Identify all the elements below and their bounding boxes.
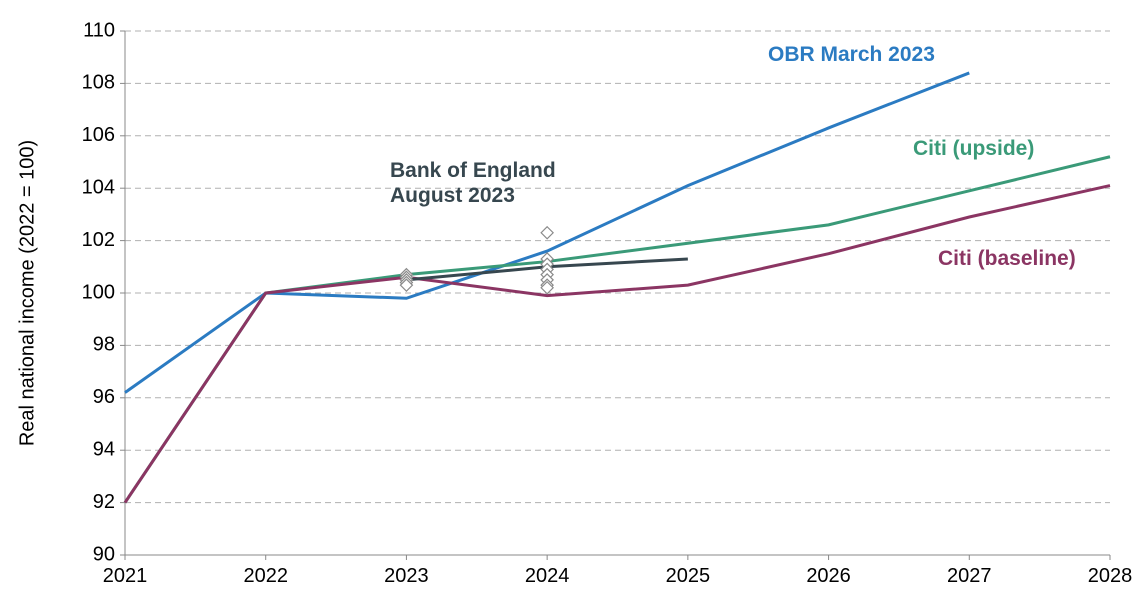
y-tick-label: 110 [83,19,115,41]
series-line [123,155,1111,504]
x-tick-label: 2026 [806,565,851,587]
y-axis-label: Real national income (2022 = 100) [16,140,38,446]
series-label: Bank of England August 2023 [390,159,556,207]
y-tick-label: 90 [93,543,115,565]
scatter-point [540,280,554,295]
scatter-point [399,278,414,292]
x-tick-label: 2021 [103,565,148,587]
x-tick-label: 2024 [525,565,570,587]
series-label: Citi (baseline) [938,247,1076,270]
y-tick-label: 96 [93,386,115,408]
series-label: OBR March 2023 [768,43,935,66]
y-tick-label: 102 [82,229,115,251]
y-tick-label: 92 [93,491,115,513]
series-label: Citi (upside) [913,137,1035,160]
x-tick-label: 2025 [666,565,711,587]
y-tick-label: 106 [82,124,115,146]
y-tick-label: 98 [93,334,115,356]
x-tick-label: 2022 [243,565,288,587]
y-tick-label: 104 [82,176,115,198]
y-tick-label: 108 [82,72,115,94]
x-tick-label: 2028 [1088,565,1133,587]
scatter-point [540,225,554,240]
x-tick-label: 2027 [947,565,992,587]
x-tick-label: 2023 [384,565,429,587]
y-tick-label: 100 [82,281,115,303]
series-line [123,184,1111,504]
y-tick-label: 94 [93,438,115,460]
